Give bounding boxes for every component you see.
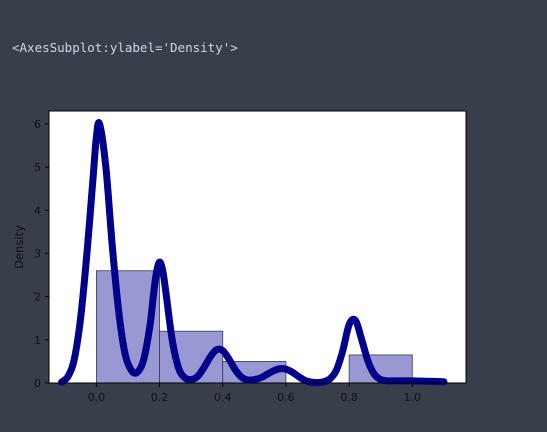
y-tick-label-2: 2 [34,291,41,304]
y-tick-label-0: 0 [34,377,41,390]
x-tick-label-1: 0.2 [151,391,169,404]
x-tick-label-2: 0.4 [214,391,232,404]
y-tick-label-6: 6 [34,118,41,131]
y-tick-label-4: 4 [34,204,41,217]
x-tick-label-5: 1.0 [404,391,422,404]
y-axis: 0 1 2 3 4 5 6 [34,118,49,390]
y-tick-label-3: 3 [34,247,41,260]
plot-frame [48,110,467,384]
x-axis: 0.0 0.2 0.4 0.6 0.8 1.0 [88,383,421,404]
y-tick-label-1: 1 [34,334,41,347]
histogram-bars [95,270,413,384]
x-tick-label-0: 0.0 [88,391,106,404]
kde-curve-layer [58,119,448,387]
kde-line [58,119,448,387]
cell-output-text: <AxesSubplot:ylabel='Density'> [12,40,238,55]
y-axis-label: Density [12,225,26,269]
x-tick-label-3: 0.6 [277,391,295,404]
y-tick-label-5: 5 [34,161,41,174]
x-tick-label-4: 0.8 [340,391,358,404]
